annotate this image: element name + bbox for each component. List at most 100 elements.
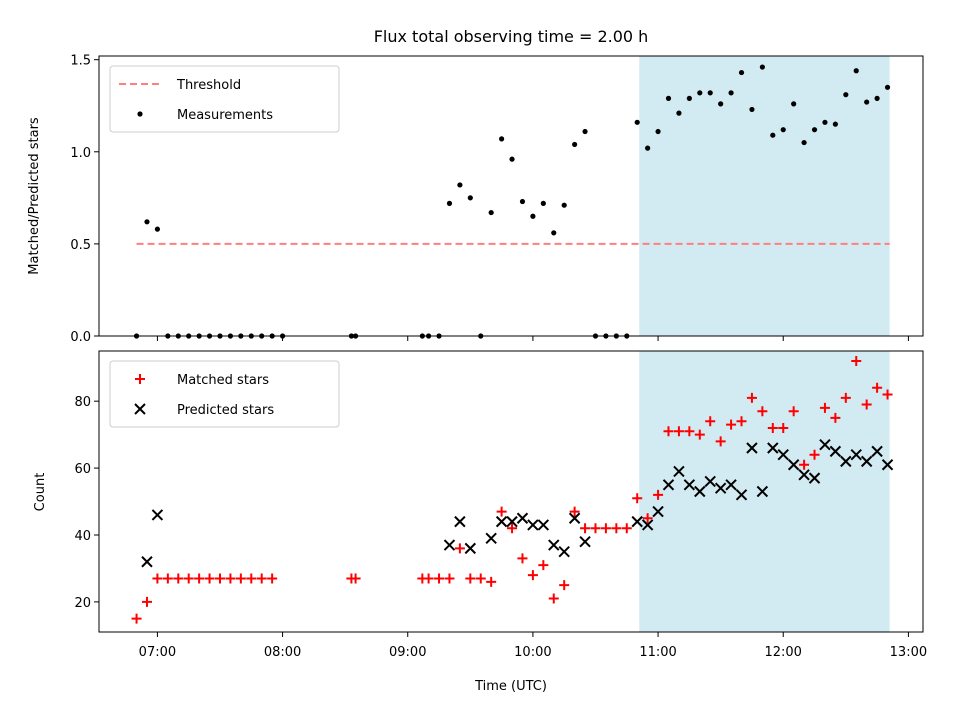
matched-star-marker (517, 553, 528, 564)
legend-measurement-swatch (137, 111, 143, 117)
predicted-star-marker (767, 442, 779, 454)
matched-star-marker (621, 523, 632, 534)
measurement-point (822, 119, 828, 125)
legend: Threshold Measurements (109, 65, 340, 133)
x-tick-label: 13:00 (890, 645, 927, 660)
matched-star-marker (611, 523, 622, 534)
matched-star-marker (642, 513, 653, 524)
matched-star-marker (861, 399, 872, 410)
matched-star-marker (757, 406, 768, 417)
matched-star-marker (465, 573, 476, 584)
predicted-star-marker (631, 515, 643, 528)
matched-star-marker (819, 402, 830, 413)
legend-box (109, 360, 340, 428)
measurement-point (728, 90, 734, 96)
x-tick-label: 08:00 (264, 645, 301, 660)
x-tick-label: 07:00 (139, 645, 176, 660)
y-tick-label: 20 (74, 596, 91, 611)
measurement-point (540, 200, 546, 206)
y-tick-label: 1.5 (70, 54, 91, 69)
legend-box (109, 65, 340, 133)
matched-star-marker (569, 506, 580, 517)
predicted-star-marker (819, 438, 831, 451)
predicted-star-marker (662, 479, 675, 491)
predicted-star-marker (443, 539, 456, 551)
predicted-star-marker (506, 515, 518, 528)
measurement-point (665, 95, 672, 101)
matched-star-marker (444, 573, 455, 584)
y-tick-label: 1.0 (70, 146, 91, 161)
measurement-point (154, 226, 161, 232)
observing-window-span (639, 351, 890, 632)
x-tick-label: 10:00 (514, 645, 551, 660)
measurement-point (457, 182, 463, 188)
matched-star-marker (235, 573, 246, 584)
measurement-point (749, 106, 755, 113)
legend-matched-swatch (135, 374, 145, 384)
y-tick-label: 80 (74, 395, 91, 410)
x-tick-label: 09:00 (389, 645, 426, 660)
legend-predicted-swatch (134, 403, 146, 415)
predicted-star-marker (735, 489, 748, 501)
matched-star-marker (496, 506, 507, 517)
predicted-star-marker (756, 485, 769, 498)
measurement-point (738, 69, 745, 76)
predicted-star-marker (725, 479, 737, 491)
predicted-star-marker (694, 485, 706, 498)
matched-star-marker (694, 429, 705, 440)
predicted-star-marker (777, 448, 789, 461)
matched-star-marker (882, 389, 893, 400)
measurement-point (467, 195, 473, 201)
measurement-point (551, 230, 557, 236)
predicted-star-marker (485, 532, 497, 545)
axes-frame (98, 55, 924, 337)
matched-star-marker (830, 412, 841, 423)
matched-star-marker (736, 416, 747, 427)
matched-star-marker (131, 613, 142, 624)
observing-window-span (639, 56, 890, 336)
matched-star-marker (538, 560, 549, 571)
measurement-point (572, 141, 578, 148)
predicted-star-marker (881, 459, 894, 471)
x-tick-label: 12:00 (764, 645, 801, 660)
chart-title: Flux total observing time = 2.00 h (374, 27, 649, 46)
matched-star-marker (767, 422, 778, 433)
measurement-point (853, 68, 859, 74)
y-axis-label-ratio: Matched/Predicted stars (27, 117, 42, 275)
matched-star-marker (454, 543, 465, 554)
y-tick-label: 0.5 (70, 238, 91, 253)
predicted-star-marker (808, 472, 821, 484)
y-tick-label: 60 (74, 462, 91, 477)
matched-star-marker (423, 573, 434, 584)
y-tick-label: 40 (74, 529, 91, 544)
matched-star-marker (256, 573, 267, 584)
measurement-point (843, 92, 849, 98)
matched-star-marker (548, 593, 559, 604)
predicted-star-marker (829, 445, 842, 458)
matched-star-marker (778, 422, 789, 433)
matched-star-marker (663, 426, 674, 437)
x-tick-label: 11:00 (639, 645, 676, 660)
predicted-star-marker (464, 542, 477, 555)
predicted-star-marker (516, 512, 529, 524)
matched-star-marker (788, 406, 799, 417)
predicted-star-marker (787, 459, 800, 471)
predicted-star-marker (579, 535, 591, 548)
matched-star-marker (246, 573, 257, 584)
matched-star-marker (726, 419, 737, 430)
matched-star-marker (204, 573, 215, 584)
matched-star-marker (715, 436, 726, 447)
matched-star-marker (434, 573, 445, 584)
predicted-star-marker (871, 445, 883, 458)
predicted-star-marker (714, 482, 727, 494)
measurement-point (634, 119, 640, 125)
matched-star-marker (684, 426, 695, 437)
measurement-point (759, 64, 765, 70)
predicted-star-marker (151, 509, 164, 521)
measurement-point (582, 128, 588, 135)
measurement-point (519, 198, 526, 205)
matched-star-marker (527, 570, 538, 581)
predicted-star-marker (495, 515, 508, 528)
counts-panel: Count Time (UTC) 20 40 60 80 07:00 08:00 09:00… (33, 350, 927, 694)
